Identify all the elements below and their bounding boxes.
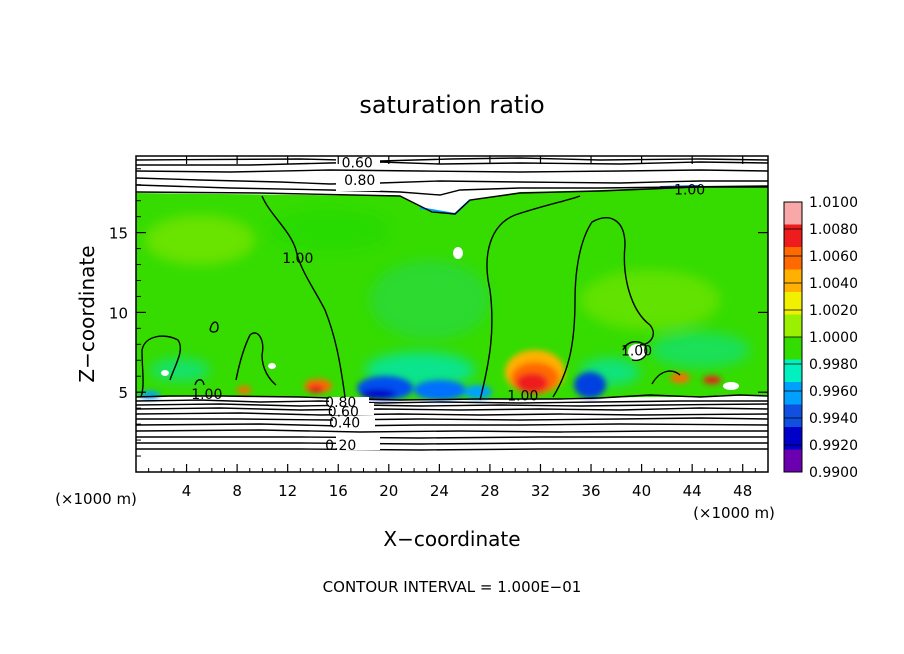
colorbar-label: 1.0000: [809, 330, 858, 346]
contour-label: 0.20: [325, 438, 356, 454]
colorbar-label: 1.0040: [809, 276, 858, 292]
colorbar-swatch: [784, 269, 802, 293]
clear-hole: [628, 344, 646, 360]
colorbar-label: 0.9940: [809, 411, 858, 427]
y-axis: 5 10 15: [109, 168, 768, 457]
x-tick-label: 4: [182, 482, 192, 500]
clear-hole: [161, 370, 169, 376]
contour-label-backgrounds: [329, 156, 380, 450]
colorbar-swatch: [784, 337, 802, 360]
plot-area: [136, 156, 768, 472]
supersaturated-cores: [237, 350, 721, 394]
contour-label: 0.60: [328, 404, 359, 420]
x-tick-label: 44: [683, 482, 702, 500]
x-tick-label: 48: [733, 482, 752, 500]
x-tick-label: 20: [379, 482, 398, 500]
colorbar: 1.0100 1.0080 1.0060 1.0040 1.0020 1.0000 0.99…: [783, 195, 858, 481]
x-axis-label: X−coordinate: [383, 527, 520, 551]
colorbar-swatch: [784, 224, 802, 248]
x-tick-label: 16: [329, 482, 348, 500]
colorbar-swatch: [784, 382, 802, 405]
y-unit-label: (×1000 m): [55, 490, 137, 508]
colorbar-label: 1.0080: [809, 222, 858, 238]
y-tick-label: 15: [109, 225, 128, 243]
contour-label: 1.00: [191, 387, 222, 403]
contour-label: 0.40: [329, 416, 360, 432]
contour-labels: 0.600.801.001.001.001.00 1.000.800.600.40…: [191, 155, 705, 453]
x-tick-label: 40: [632, 482, 651, 500]
contour-lines: [136, 157, 768, 451]
x-axis: 4 8 12 16 20 24 28 32 36 40 44 48: [148, 156, 756, 500]
clear-hole: [268, 363, 276, 369]
x-tick-label: 24: [430, 482, 449, 500]
chart-title: saturation ratio: [359, 91, 544, 119]
colorbar-label: 1.0060: [809, 249, 858, 265]
colorbar-label: 1.0020: [809, 303, 858, 319]
x-tick-label: 28: [480, 482, 499, 500]
contour-interval-note: CONTOUR INTERVAL = 1.000E−01: [323, 578, 582, 596]
x-tick-label: 36: [581, 482, 600, 500]
contour-label: 1.00: [507, 388, 538, 404]
y-tick-label: 5: [118, 384, 128, 402]
contour-label: 1.00: [621, 344, 652, 360]
colorbar-swatch: [784, 449, 802, 473]
subsaturated-pockets: [140, 372, 606, 400]
colorbar-swatch: [784, 292, 802, 315]
x-tick-label: 12: [278, 482, 297, 500]
contour-label: 1.00: [674, 183, 705, 199]
contour-label: 0.80: [344, 173, 375, 189]
colorbar-swatch: [784, 314, 802, 338]
colorbar-label: 0.9900: [809, 465, 858, 481]
colorbar-swatch: [784, 427, 802, 450]
contour-label: 1.00: [282, 251, 313, 267]
x-tick-label: 32: [531, 482, 550, 500]
contour-label: 0.80: [325, 395, 356, 411]
clear-hole: [453, 247, 463, 259]
x-unit-label: (×1000 m): [693, 504, 775, 522]
colorbar-swatch: [784, 359, 802, 383]
colorbar-swatch: [784, 247, 802, 270]
colorbar-label: 0.9920: [809, 438, 858, 454]
contour-label: 0.60: [342, 155, 373, 171]
colorbar-swatch: [784, 404, 802, 428]
y-axis-label: Z−coordinate: [75, 245, 99, 382]
colorbar-label: 0.9980: [809, 357, 858, 373]
colorbar-label: 0.9960: [809, 384, 858, 400]
x-tick-label: 8: [232, 482, 242, 500]
colorbar-swatch: [784, 202, 802, 225]
clear-hole: [723, 382, 739, 390]
colorbar-label: 1.0100: [809, 195, 858, 211]
y-tick-label: 10: [109, 304, 128, 322]
